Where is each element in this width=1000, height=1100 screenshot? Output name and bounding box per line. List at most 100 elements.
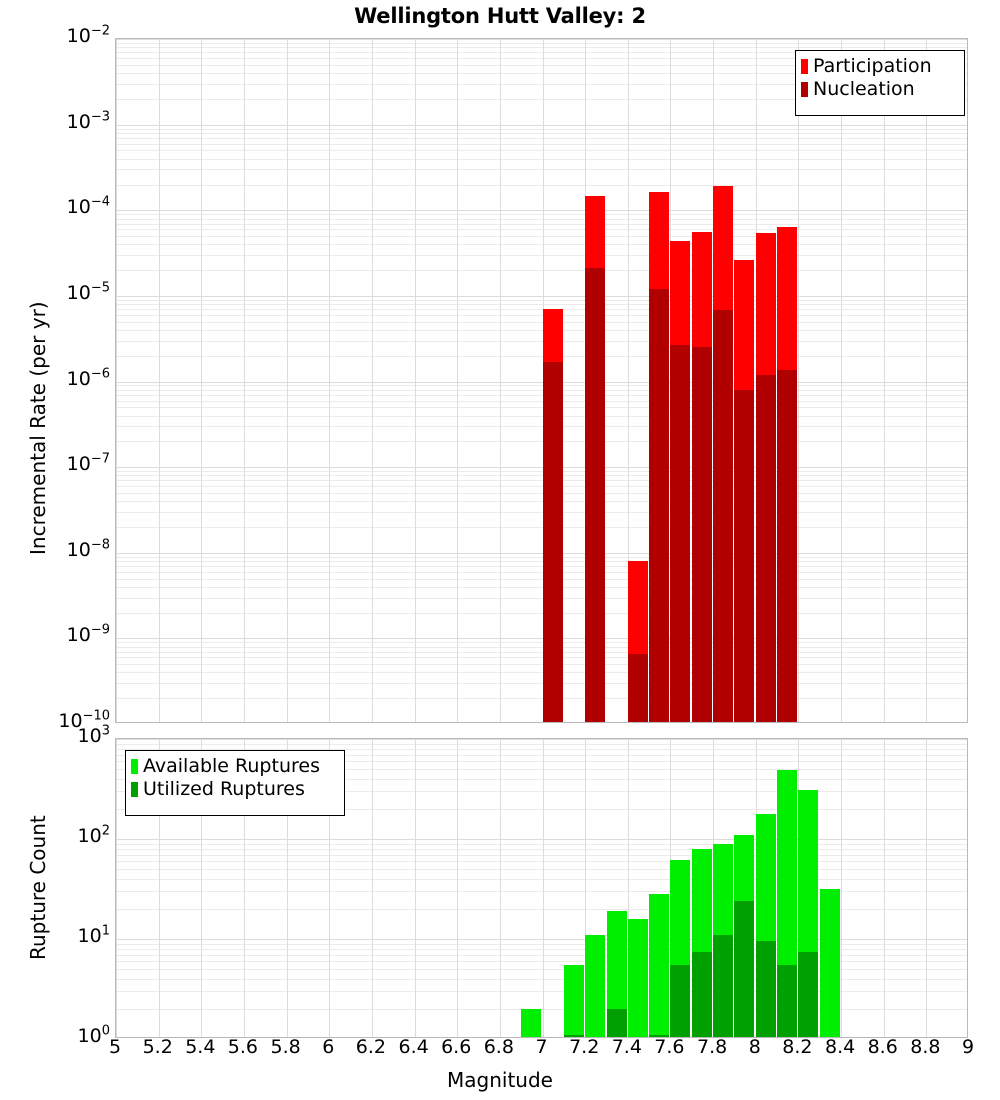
gridline-horizontal	[116, 137, 967, 139]
gridline-horizontal	[116, 556, 967, 558]
gridline-horizontal	[116, 969, 967, 971]
gridline-horizontal	[116, 739, 967, 740]
x-tick-label: 9	[961, 1036, 975, 1058]
gridline-horizontal	[116, 229, 967, 231]
legend-item: Participation	[801, 55, 958, 78]
gridline-vertical	[457, 39, 459, 722]
legend-swatch-nucleation	[801, 82, 808, 97]
x-tick-label: 5.2	[142, 1036, 173, 1058]
gridline-horizontal	[116, 861, 967, 863]
gridline-horizontal	[116, 754, 967, 756]
gridline-vertical	[926, 39, 928, 722]
bar-utilized-ruptures	[777, 965, 798, 1037]
gridline-vertical	[286, 39, 288, 722]
gridline-vertical	[798, 39, 800, 722]
gridline-horizontal	[116, 236, 967, 237]
gridline-horizontal	[116, 878, 967, 880]
gridline-horizontal	[116, 578, 967, 580]
legend-item: Nucleation	[801, 78, 958, 101]
gridline-horizontal	[116, 83, 967, 85]
gridline-horizontal	[116, 991, 967, 993]
gridline-horizontal	[116, 597, 967, 599]
gridline-horizontal	[116, 218, 967, 220]
gridline-horizontal	[116, 566, 967, 567]
gridline-horizontal	[116, 571, 967, 573]
bar-utilized-ruptures	[734, 901, 755, 1037]
gridline-horizontal	[116, 381, 967, 383]
legend-item: Available Ruptures	[131, 755, 338, 778]
gridline-horizontal	[116, 407, 967, 409]
gridline-horizontal	[116, 314, 967, 316]
gridline-horizontal	[116, 73, 967, 75]
gridline-horizontal	[116, 426, 967, 428]
gridline-horizontal	[116, 638, 967, 640]
gridline-vertical	[883, 39, 885, 722]
gridline-horizontal	[116, 642, 967, 644]
y-tick-label: 10−3	[66, 109, 110, 133]
gridline-horizontal	[116, 329, 967, 331]
y-tick-label: 10−5	[66, 280, 110, 304]
gridline-vertical	[371, 39, 373, 722]
gridline-horizontal	[116, 651, 967, 653]
gridline-horizontal	[116, 52, 967, 54]
gridline-horizontal	[116, 124, 967, 126]
gridline-horizontal	[116, 150, 967, 152]
gridline-horizontal	[116, 169, 967, 171]
gridline-horizontal	[116, 586, 967, 588]
x-tick-label: 6.6	[441, 1036, 472, 1058]
bar-utilized-ruptures	[649, 1034, 670, 1037]
bar-available-ruptures	[585, 934, 606, 1037]
gridline-horizontal	[116, 948, 967, 950]
bar-available-ruptures	[649, 894, 670, 1037]
gridline-horizontal	[116, 748, 967, 750]
y-tick-label: 10−4	[66, 194, 110, 219]
gridline-horizontal	[116, 132, 967, 134]
gridline-vertical	[201, 739, 203, 1037]
x-tick-label: 7	[535, 1036, 548, 1058]
gridline-horizontal	[116, 839, 967, 840]
gridline-horizontal	[116, 295, 967, 297]
y-tick-label: 10−6	[66, 366, 110, 390]
y-tick-label: 102	[77, 823, 110, 847]
x-tick-label: 7.2	[569, 1036, 600, 1058]
gridline-horizontal	[116, 778, 967, 780]
gridline-horizontal	[116, 42, 967, 44]
legend-label: Available Ruptures	[143, 755, 320, 777]
gridline-vertical	[329, 739, 331, 1037]
gridline-horizontal	[116, 769, 967, 771]
gridline-horizontal	[116, 869, 967, 871]
gridline-horizontal	[116, 698, 967, 700]
y-tick-label: 10−8	[66, 537, 110, 561]
top-plot-area	[115, 38, 968, 723]
gridline-horizontal	[116, 58, 967, 59]
gridline-horizontal	[116, 492, 967, 494]
gridline-horizontal	[116, 223, 967, 225]
bar-utilized-ruptures	[755, 941, 776, 1037]
gridline-vertical	[414, 739, 416, 1037]
gridline-horizontal	[116, 394, 967, 396]
gridline-vertical	[627, 39, 629, 722]
x-tick-label: 6.2	[355, 1036, 386, 1058]
gridline-horizontal	[116, 39, 967, 40]
x-tick-label: 8	[748, 1036, 761, 1058]
x-tick-label: 5.4	[185, 1036, 216, 1058]
gridline-vertical	[158, 739, 160, 1037]
gridline-vertical	[457, 739, 459, 1037]
x-tick-label: 8.4	[824, 1036, 856, 1058]
bar-utilized-ruptures	[606, 1008, 627, 1037]
legend-swatch-available	[131, 759, 138, 774]
gridline-horizontal	[116, 389, 967, 391]
gridline-vertical	[158, 39, 160, 722]
gridline-horizontal	[116, 672, 967, 674]
bar-nucleation	[670, 344, 691, 722]
x-tick-label: 7.8	[696, 1036, 728, 1058]
gridline-horizontal	[116, 270, 967, 272]
x-tick-label: 5	[108, 1036, 122, 1058]
gridline-horizontal	[116, 961, 967, 963]
gridline-horizontal	[116, 939, 967, 940]
bottom-y-axis-title: Rupture Count	[26, 815, 50, 960]
bar-nucleation	[691, 347, 712, 722]
x-tick-label: 7.6	[654, 1036, 685, 1058]
x-tick-label: 5.8	[270, 1036, 301, 1058]
